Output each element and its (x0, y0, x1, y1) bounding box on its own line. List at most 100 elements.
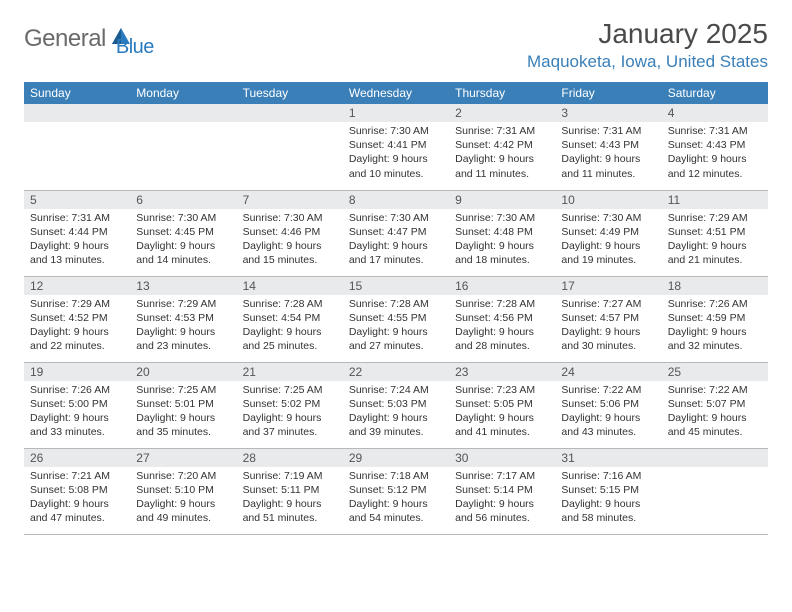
day-content: Sunrise: 7:22 AMSunset: 5:06 PMDaylight:… (555, 381, 661, 444)
calendar-day-cell: 24Sunrise: 7:22 AMSunset: 5:06 PMDayligh… (555, 362, 661, 448)
sunset-line: Sunset: 4:42 PM (455, 138, 549, 152)
day-number: 22 (343, 363, 449, 381)
day-content (130, 122, 236, 128)
day-number: 30 (449, 449, 555, 467)
sunset-line: Sunset: 4:43 PM (668, 138, 762, 152)
sunrise-line: Sunrise: 7:22 AM (668, 383, 762, 397)
day-number: 12 (24, 277, 130, 295)
daylight-line: Daylight: 9 hours and 25 minutes. (243, 325, 337, 353)
weekday-header: Tuesday (237, 82, 343, 104)
weekday-header: Sunday (24, 82, 130, 104)
calendar-day-cell: 13Sunrise: 7:29 AMSunset: 4:53 PMDayligh… (130, 276, 236, 362)
weekday-header: Monday (130, 82, 236, 104)
daylight-line: Daylight: 9 hours and 30 minutes. (561, 325, 655, 353)
daylight-line: Daylight: 9 hours and 21 minutes. (668, 239, 762, 267)
sunrise-line: Sunrise: 7:23 AM (455, 383, 549, 397)
daylight-line: Daylight: 9 hours and 13 minutes. (30, 239, 124, 267)
calendar-day-cell: 15Sunrise: 7:28 AMSunset: 4:55 PMDayligh… (343, 276, 449, 362)
calendar-week-row: 5Sunrise: 7:31 AMSunset: 4:44 PMDaylight… (24, 190, 768, 276)
day-content: Sunrise: 7:26 AMSunset: 5:00 PMDaylight:… (24, 381, 130, 444)
calendar-day-cell: 18Sunrise: 7:26 AMSunset: 4:59 PMDayligh… (662, 276, 768, 362)
calendar-day-cell: 21Sunrise: 7:25 AMSunset: 5:02 PMDayligh… (237, 362, 343, 448)
daylight-line: Daylight: 9 hours and 56 minutes. (455, 497, 549, 525)
day-content: Sunrise: 7:31 AMSunset: 4:42 PMDaylight:… (449, 122, 555, 185)
sunset-line: Sunset: 4:54 PM (243, 311, 337, 325)
day-content: Sunrise: 7:25 AMSunset: 5:02 PMDaylight:… (237, 381, 343, 444)
day-number: 29 (343, 449, 449, 467)
calendar-day-cell: 22Sunrise: 7:24 AMSunset: 5:03 PMDayligh… (343, 362, 449, 448)
calendar-day-cell: 6Sunrise: 7:30 AMSunset: 4:45 PMDaylight… (130, 190, 236, 276)
calendar-week-row: 1Sunrise: 7:30 AMSunset: 4:41 PMDaylight… (24, 104, 768, 190)
day-number-bar (662, 449, 768, 467)
calendar-day-cell: 20Sunrise: 7:25 AMSunset: 5:01 PMDayligh… (130, 362, 236, 448)
day-content: Sunrise: 7:30 AMSunset: 4:45 PMDaylight:… (130, 209, 236, 272)
sunrise-line: Sunrise: 7:24 AM (349, 383, 443, 397)
daylight-line: Daylight: 9 hours and 47 minutes. (30, 497, 124, 525)
calendar-table: SundayMondayTuesdayWednesdayThursdayFrid… (24, 82, 768, 535)
day-number: 4 (662, 104, 768, 122)
day-content: Sunrise: 7:29 AMSunset: 4:51 PMDaylight:… (662, 209, 768, 272)
day-content: Sunrise: 7:29 AMSunset: 4:53 PMDaylight:… (130, 295, 236, 358)
sunrise-line: Sunrise: 7:30 AM (349, 124, 443, 138)
logo: General Blue (24, 18, 154, 59)
daylight-line: Daylight: 9 hours and 51 minutes. (243, 497, 337, 525)
day-content: Sunrise: 7:20 AMSunset: 5:10 PMDaylight:… (130, 467, 236, 530)
sunrise-line: Sunrise: 7:26 AM (30, 383, 124, 397)
sunset-line: Sunset: 4:55 PM (349, 311, 443, 325)
sunset-line: Sunset: 4:48 PM (455, 225, 549, 239)
calendar-day-cell: 23Sunrise: 7:23 AMSunset: 5:05 PMDayligh… (449, 362, 555, 448)
weekday-header: Friday (555, 82, 661, 104)
day-number: 15 (343, 277, 449, 295)
day-number: 2 (449, 104, 555, 122)
sunset-line: Sunset: 4:46 PM (243, 225, 337, 239)
day-number: 21 (237, 363, 343, 381)
day-content: Sunrise: 7:28 AMSunset: 4:56 PMDaylight:… (449, 295, 555, 358)
calendar-day-cell: 7Sunrise: 7:30 AMSunset: 4:46 PMDaylight… (237, 190, 343, 276)
day-content: Sunrise: 7:31 AMSunset: 4:44 PMDaylight:… (24, 209, 130, 272)
location-text: Maquoketa, Iowa, United States (527, 52, 768, 72)
day-number: 23 (449, 363, 555, 381)
sunrise-line: Sunrise: 7:31 AM (30, 211, 124, 225)
calendar-header-row: SundayMondayTuesdayWednesdayThursdayFrid… (24, 82, 768, 104)
calendar-week-row: 26Sunrise: 7:21 AMSunset: 5:08 PMDayligh… (24, 448, 768, 534)
daylight-line: Daylight: 9 hours and 35 minutes. (136, 411, 230, 439)
day-content: Sunrise: 7:24 AMSunset: 5:03 PMDaylight:… (343, 381, 449, 444)
daylight-line: Daylight: 9 hours and 45 minutes. (668, 411, 762, 439)
calendar-day-cell: 29Sunrise: 7:18 AMSunset: 5:12 PMDayligh… (343, 448, 449, 534)
day-content: Sunrise: 7:30 AMSunset: 4:49 PMDaylight:… (555, 209, 661, 272)
day-number: 6 (130, 191, 236, 209)
day-content: Sunrise: 7:28 AMSunset: 4:54 PMDaylight:… (237, 295, 343, 358)
sunrise-line: Sunrise: 7:31 AM (455, 124, 549, 138)
day-number: 17 (555, 277, 661, 295)
day-content: Sunrise: 7:16 AMSunset: 5:15 PMDaylight:… (555, 467, 661, 530)
day-number: 8 (343, 191, 449, 209)
day-content: Sunrise: 7:18 AMSunset: 5:12 PMDaylight:… (343, 467, 449, 530)
sunrise-line: Sunrise: 7:30 AM (349, 211, 443, 225)
daylight-line: Daylight: 9 hours and 58 minutes. (561, 497, 655, 525)
calendar-day-cell (24, 104, 130, 190)
calendar-day-cell: 14Sunrise: 7:28 AMSunset: 4:54 PMDayligh… (237, 276, 343, 362)
sunset-line: Sunset: 4:53 PM (136, 311, 230, 325)
day-number: 19 (24, 363, 130, 381)
sunrise-line: Sunrise: 7:25 AM (136, 383, 230, 397)
daylight-line: Daylight: 9 hours and 54 minutes. (349, 497, 443, 525)
calendar-page: General Blue January 2025 Maquoketa, Iow… (0, 0, 792, 553)
calendar-day-cell: 25Sunrise: 7:22 AMSunset: 5:07 PMDayligh… (662, 362, 768, 448)
sunset-line: Sunset: 5:15 PM (561, 483, 655, 497)
weekday-header: Saturday (662, 82, 768, 104)
sunrise-line: Sunrise: 7:18 AM (349, 469, 443, 483)
daylight-line: Daylight: 9 hours and 37 minutes. (243, 411, 337, 439)
calendar-day-cell: 30Sunrise: 7:17 AMSunset: 5:14 PMDayligh… (449, 448, 555, 534)
title-block: January 2025 Maquoketa, Iowa, United Sta… (527, 18, 768, 72)
day-content: Sunrise: 7:30 AMSunset: 4:47 PMDaylight:… (343, 209, 449, 272)
calendar-day-cell: 17Sunrise: 7:27 AMSunset: 4:57 PMDayligh… (555, 276, 661, 362)
sunrise-line: Sunrise: 7:31 AM (561, 124, 655, 138)
day-number: 16 (449, 277, 555, 295)
day-number: 28 (237, 449, 343, 467)
day-number: 20 (130, 363, 236, 381)
day-number: 1 (343, 104, 449, 122)
calendar-day-cell: 5Sunrise: 7:31 AMSunset: 4:44 PMDaylight… (24, 190, 130, 276)
sunset-line: Sunset: 5:10 PM (136, 483, 230, 497)
day-content: Sunrise: 7:26 AMSunset: 4:59 PMDaylight:… (662, 295, 768, 358)
day-content: Sunrise: 7:25 AMSunset: 5:01 PMDaylight:… (130, 381, 236, 444)
